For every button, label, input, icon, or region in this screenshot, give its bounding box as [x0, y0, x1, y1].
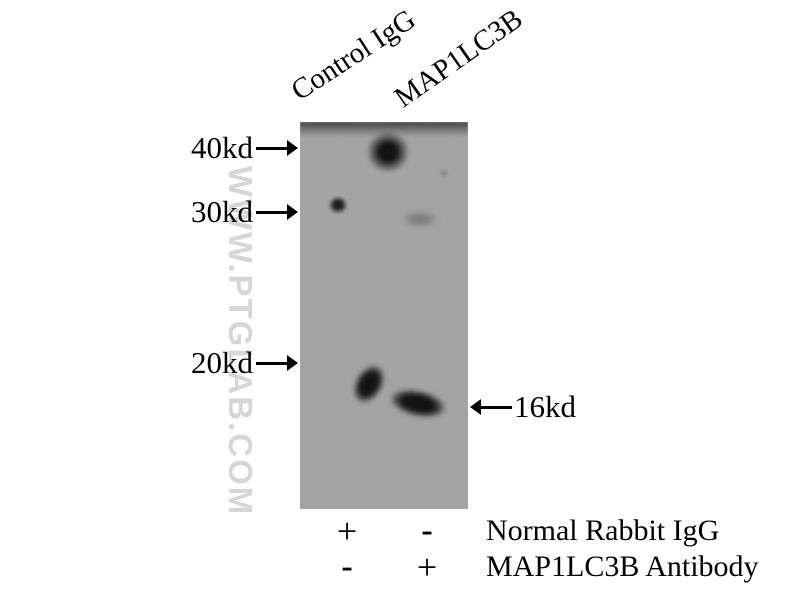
faint-spot-map1lc3b — [438, 168, 450, 178]
condition-sign-lane1: - — [341, 548, 353, 585]
marker-30kd-label: 30kd — [191, 194, 253, 229]
marker-40kd: 40kd — [191, 131, 298, 165]
condition-label: Normal Rabbit IgG — [486, 514, 720, 547]
left-arrow-icon — [470, 399, 512, 415]
marker-20kd-label: 20kd — [191, 345, 253, 380]
blot-membrane — [300, 122, 468, 509]
condition-row-normal-rabbit-igg: + - Normal Rabbit IgG — [300, 512, 800, 550]
condition-sign-lane2: + — [416, 547, 438, 587]
band-40kd-control-igg — [365, 130, 411, 174]
film-grain-texture — [300, 122, 468, 509]
marker-30kd: 30kd — [191, 195, 298, 229]
condition-row-map1lc3b-antibody: - + MAP1LC3B Antibody — [300, 548, 800, 586]
callout-16kd-label: 16kd — [514, 389, 576, 424]
condition-sign-lane2: - — [421, 512, 433, 549]
marker-20kd: 20kd — [191, 346, 298, 380]
right-arrow-icon — [256, 140, 298, 156]
marker-40kd-label: 40kd — [191, 130, 253, 165]
right-arrow-icon — [256, 204, 298, 220]
callout-16kd: 16kd — [470, 390, 576, 424]
condition-label: MAP1LC3B Antibody — [486, 550, 759, 583]
band-30kd-control-igg — [327, 195, 349, 215]
faint-band-30kd-map1lc3b — [399, 209, 441, 229]
band-16kd-map1lc3b — [386, 384, 450, 423]
band-17kd-control-igg — [346, 358, 392, 410]
right-arrow-icon — [256, 355, 298, 371]
condition-sign-lane1: + — [336, 511, 358, 551]
